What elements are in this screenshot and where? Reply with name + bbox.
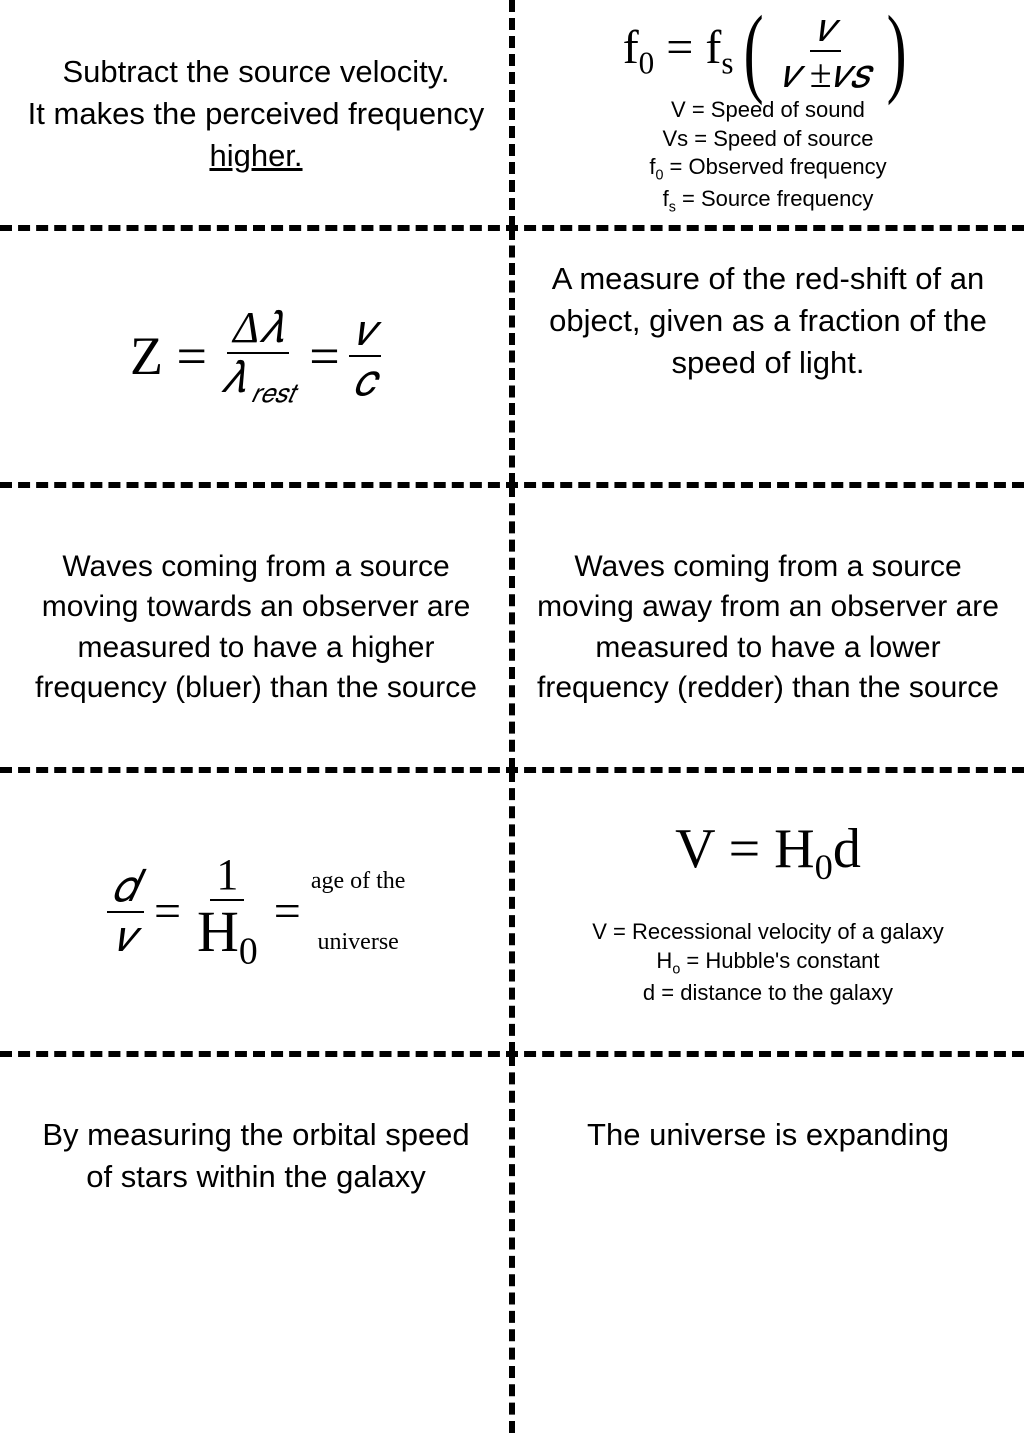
leg1: V = Speed of sound: [649, 96, 886, 125]
frac2: 𝑣 𝑐: [348, 309, 382, 403]
frac2: 1 H0: [191, 853, 264, 971]
eq1: =: [154, 884, 181, 939]
lparen: (: [744, 11, 764, 91]
eq2: =: [274, 884, 301, 939]
line: It makes the perceived frequency: [28, 96, 485, 131]
f2-top: 1: [210, 853, 244, 901]
cell-text: Subtract the source velocity. It makes t…: [20, 51, 492, 177]
cell-r1c2: f0 = fs ( 𝑣 𝑣 ±𝑣𝑠 ) V = Speed of sound V…: [512, 0, 1024, 228]
f1-top: Δ𝜆: [227, 306, 289, 354]
hubble-law-formula: V = H0d: [675, 817, 861, 888]
line-underlined: higher.: [209, 138, 302, 173]
cell-text: Waves coming from a source moving away f…: [532, 547, 1004, 709]
frac1: Δ𝜆 𝜆 𝑟𝑒𝑠𝑡: [215, 306, 301, 407]
frac-top: 𝑣: [810, 8, 841, 52]
frac-bot: 𝑣 ±𝑣𝑠: [775, 52, 876, 94]
leg2: Vs = Speed of source: [649, 125, 886, 154]
leg3: f0 = Observed frequency: [649, 153, 886, 185]
cell-r5c1: By measuring the orbital speed of stars …: [0, 1054, 512, 1433]
label: age of the universe: [311, 860, 406, 964]
eq2: =: [309, 325, 339, 387]
cell-r2c1: Z = Δ𝜆 𝜆 𝑟𝑒𝑠𝑡 = 𝑣 𝑐: [0, 228, 512, 485]
f: f: [623, 21, 639, 74]
Z: Z =: [130, 325, 207, 387]
f1-bot: 𝑣: [109, 913, 142, 959]
rparen: ): [887, 11, 907, 91]
legend: V = Recessional velocity of a galaxy Ho …: [592, 918, 944, 1007]
cell-text: The universe is expanding: [587, 1114, 949, 1156]
f2-bot: 𝑐: [348, 357, 382, 403]
cell-r3c1: Waves coming from a source moving toward…: [0, 485, 512, 770]
cell-r4c2: V = H0d V = Recessional velocity of a ga…: [512, 770, 1024, 1054]
leg3: d = distance to the galaxy: [592, 979, 944, 1008]
f2-bot: H0: [191, 901, 264, 971]
cell-text: Waves coming from a source moving toward…: [20, 547, 492, 709]
cell-r2c2: A measure of the red-shift of an object,…: [512, 228, 1024, 485]
cell-r5c2: The universe is expanding: [512, 1054, 1024, 1433]
leg1: V = Recessional velocity of a galaxy: [592, 918, 944, 947]
sub0: 0: [639, 46, 655, 81]
frac1: 𝑑 𝑣: [107, 865, 144, 959]
eq: = f: [654, 21, 721, 74]
subS: s: [721, 46, 733, 81]
f1-bot: 𝜆 𝑟𝑒𝑠𝑡: [215, 354, 301, 407]
cell-text: A measure of the red-shift of an object,…: [538, 258, 998, 384]
leg4: fs = Source frequency: [649, 185, 886, 217]
cell-r3c2: Waves coming from a source moving away f…: [512, 485, 1024, 770]
redshift-formula: Z = Δ𝜆 𝜆 𝑟𝑒𝑠𝑡 = 𝑣 𝑐: [130, 306, 382, 407]
cell-r1c1: Subtract the source velocity. It makes t…: [0, 0, 512, 228]
hubble-age-formula: 𝑑 𝑣 = 1 H0 = age of the universe: [107, 853, 406, 971]
doppler-formula: f0 = fs ( 𝑣 𝑣 ±𝑣𝑠 ): [623, 8, 914, 94]
cell-text: By measuring the orbital speed of stars …: [41, 1114, 471, 1198]
f2-top: 𝑣: [349, 309, 382, 357]
flashcard-grid: Subtract the source velocity. It makes t…: [0, 0, 1024, 1433]
legend: V = Speed of sound Vs = Speed of source …: [649, 96, 886, 217]
f1-top: 𝑑: [107, 865, 144, 913]
cell-r4c1: 𝑑 𝑣 = 1 H0 = age of the universe: [0, 770, 512, 1054]
line: Subtract the source velocity.: [62, 54, 449, 89]
fraction: 𝑣 𝑣 ±𝑣𝑠: [775, 8, 876, 94]
leg2: Ho = Hubble's constant: [592, 947, 944, 979]
